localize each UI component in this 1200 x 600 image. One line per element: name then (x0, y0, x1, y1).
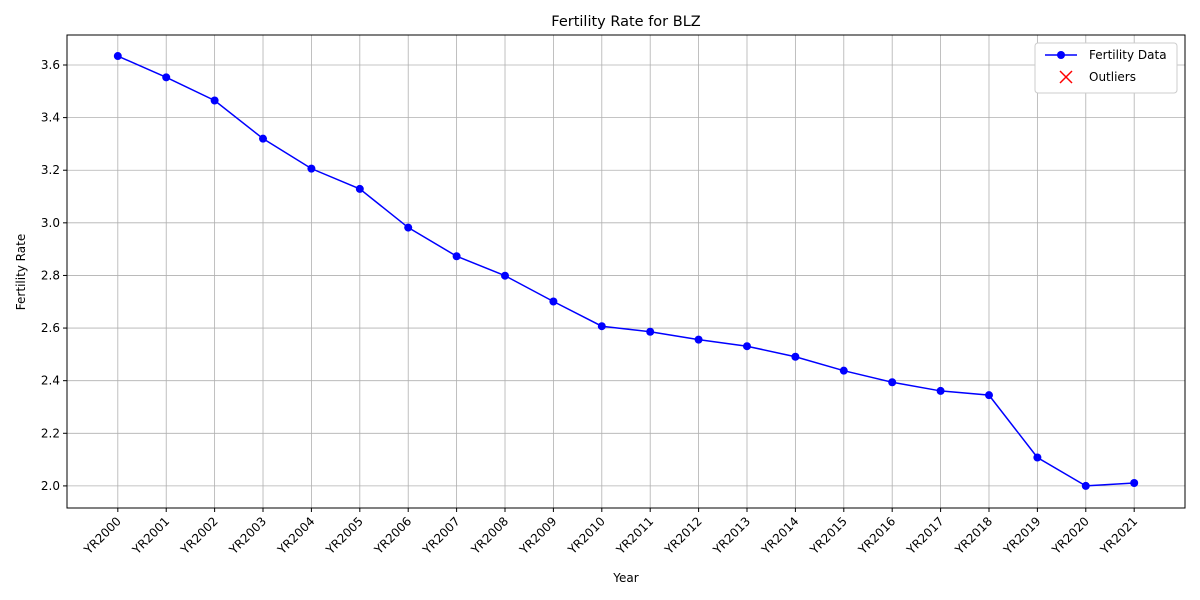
x-tick-label: YR2019 (1000, 514, 1043, 557)
data-point (597, 322, 606, 331)
data-point (1081, 481, 1090, 490)
x-tick-label: YR2018 (952, 514, 995, 557)
data-point (501, 271, 510, 280)
x-tick-label: YR2020 (1049, 514, 1092, 557)
x-tick-label: YR2000 (81, 514, 124, 557)
data-point (113, 52, 122, 61)
data-point (984, 391, 993, 400)
data-point (742, 342, 751, 351)
x-tick-label: YR2002 (177, 514, 220, 557)
y-tick-label: 2.0 (41, 479, 60, 493)
data-point (1033, 453, 1042, 462)
x-tick-label: YR2021 (1097, 514, 1140, 557)
data-point (404, 223, 413, 232)
data-point (839, 366, 848, 375)
y-tick-label: 2.4 (41, 374, 60, 388)
legend-label: Outliers (1089, 70, 1136, 84)
x-tick-label: YR2013 (710, 514, 753, 557)
y-axis-label: Fertility Rate (14, 234, 28, 310)
data-point (694, 335, 703, 344)
data-point (210, 96, 219, 105)
data-point (646, 327, 655, 336)
data-point (259, 134, 268, 143)
y-tick-label: 3.2 (41, 163, 60, 177)
legend-label: Fertility Data (1089, 48, 1167, 62)
data-point (549, 297, 558, 306)
data-point (307, 164, 316, 173)
data-point (936, 386, 945, 395)
y-tick-label: 3.0 (41, 216, 60, 230)
data-point (355, 184, 364, 193)
x-tick-label: YR2001 (129, 514, 172, 557)
y-tick-label: 3.6 (41, 58, 60, 72)
plot-frame (66, 34, 1186, 509)
data-point (452, 252, 461, 261)
data-point (791, 352, 800, 361)
legend-marker (1059, 70, 1073, 84)
x-tick-label: YR2004 (274, 514, 317, 557)
x-axis-label: Year (612, 571, 638, 585)
y-tick-label: 2.2 (41, 426, 60, 440)
x-tick-label: YR2017 (903, 514, 946, 557)
x-tick-label: YR2003 (226, 514, 269, 557)
data-point (162, 73, 171, 82)
x-tick-label: YR2005 (323, 514, 366, 557)
y-tick-label: 2.8 (41, 268, 60, 282)
x-tick-label: YR2016 (855, 514, 898, 557)
x-tick-label: YR2006 (371, 514, 414, 557)
chart-title: Fertility Rate for BLZ (551, 14, 701, 30)
data-point (1130, 479, 1139, 488)
legend-marker (1057, 51, 1065, 59)
x-tick-label: YR2007 (419, 514, 462, 557)
series-line (117, 55, 1135, 487)
x-tick-label: YR2009 (516, 514, 559, 557)
x-tick-label: YR2010 (565, 514, 608, 557)
x-tick-label: YR2014 (758, 514, 801, 557)
y-tick-label: 2.6 (41, 321, 60, 335)
x-tick-label: YR2008 (468, 514, 511, 557)
x-tick-label: YR2012 (661, 514, 704, 557)
x-tick-label: YR2015 (807, 514, 850, 557)
data-point (888, 378, 897, 387)
y-tick-label: 3.4 (41, 111, 60, 125)
x-tick-label: YR2011 (613, 514, 656, 557)
